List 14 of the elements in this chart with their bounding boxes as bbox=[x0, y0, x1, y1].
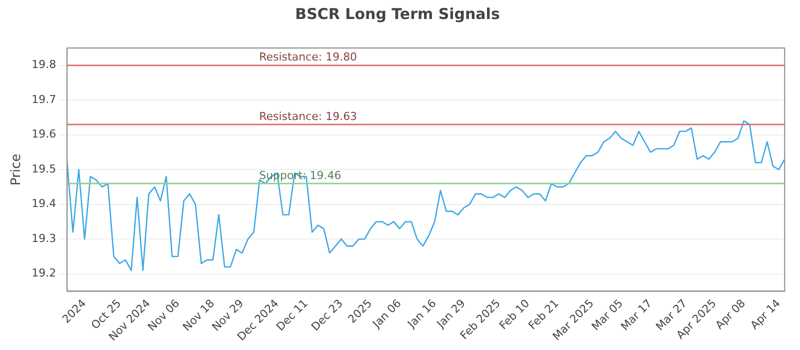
ref-line-label: Resistance: 19.80 bbox=[259, 50, 358, 64]
y-tick-label: 19.6 bbox=[32, 128, 56, 141]
x-tick-label: Jan 06 bbox=[370, 296, 404, 332]
y-tick-label: 19.3 bbox=[32, 232, 56, 245]
y-tick-label: 19.8 bbox=[32, 58, 56, 72]
y-axis-title: Price bbox=[9, 154, 24, 186]
chart-title: BSCR Long Term Signals bbox=[295, 4, 500, 23]
y-tick-label: 19.4 bbox=[32, 197, 56, 210]
x-tick-label: Dec 23 bbox=[308, 296, 346, 334]
y-tick-label: 19.5 bbox=[32, 162, 56, 176]
y-tick-label: 19.2 bbox=[32, 266, 56, 280]
x-tick-label: Apr 14 bbox=[748, 296, 783, 332]
ref-line-label: Resistance: 19.63 bbox=[259, 110, 358, 123]
y-tick-label: 19.7 bbox=[32, 92, 56, 106]
